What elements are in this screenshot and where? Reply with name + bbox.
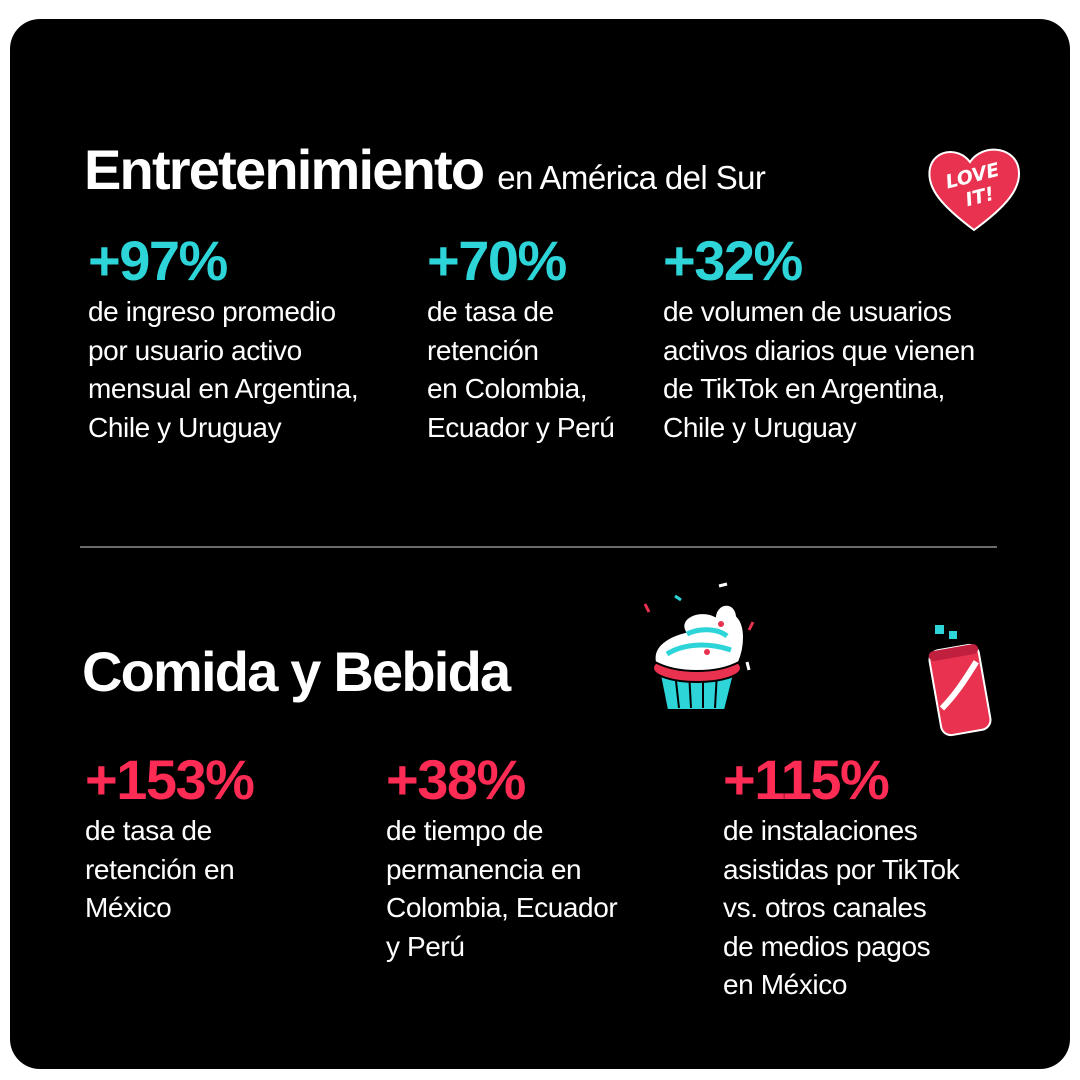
stat-food-2: +38% de tiempo de permanencia en Colombi…	[386, 748, 618, 966]
stat-entertainment-2: +70% de tasa de retención en Colombia, E…	[427, 229, 615, 447]
stat-entertainment-1: +97% de ingreso promedio por usuario act…	[88, 229, 359, 447]
stat-description: de instalaciones asistidas por TikTok vs…	[723, 815, 960, 1000]
stat-entertainment-3: +32% de volumen de usuarios activos diar…	[663, 233, 975, 447]
stat-description: de tiempo de permanencia en Colombia, Ec…	[386, 815, 618, 962]
stat-description: de ingreso promedio por usuario activo m…	[88, 296, 359, 443]
stat-value: +115%	[723, 748, 890, 811]
stat-value: +97%	[88, 229, 228, 292]
entertainment-subtitle: en América del Sur	[497, 159, 766, 196]
stat-food-3: +115% de instalaciones asistidas por Tik…	[723, 748, 960, 1005]
soda-can-icon	[928, 625, 992, 737]
entertainment-title-row: Entretenimiento en América del Sur	[84, 137, 766, 202]
food-title-row: Comida y Bebida	[82, 639, 511, 704]
food-title: Comida y Bebida	[82, 640, 511, 703]
section-divider	[80, 546, 997, 548]
stat-value: +38%	[386, 748, 526, 811]
cupcake-icon	[643, 582, 755, 711]
stat-description: de tasa de retención en Colombia, Ecuado…	[427, 296, 615, 443]
stat-description: de tasa de retención en México	[85, 815, 235, 923]
love-it-heart-icon: LOVE IT!	[928, 148, 1021, 232]
stat-value: +70%	[427, 229, 567, 292]
stat-food-1: +153% de tasa de retención en México	[85, 748, 255, 928]
entertainment-title: Entretenimiento	[84, 138, 485, 201]
stat-value: +153%	[85, 748, 255, 811]
infographic-card: Entretenimiento en América del Sur LOVE I…	[10, 19, 1070, 1069]
stat-value: +32%	[663, 229, 803, 292]
stat-description: de volumen de usuarios activos diarios q…	[663, 296, 975, 443]
